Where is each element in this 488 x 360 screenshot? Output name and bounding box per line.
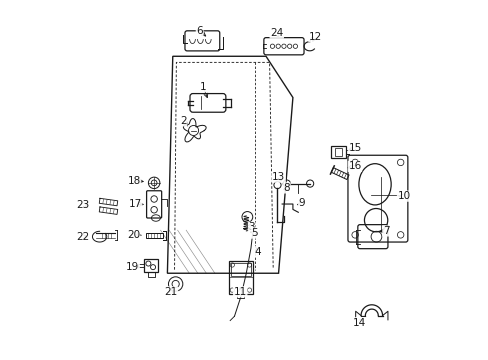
Text: 6: 6 bbox=[196, 26, 203, 36]
Text: 21: 21 bbox=[164, 287, 177, 297]
Bar bbox=[230, 263, 250, 276]
Text: 16: 16 bbox=[347, 161, 361, 171]
Text: 4: 4 bbox=[254, 247, 261, 257]
Text: 1: 1 bbox=[200, 82, 206, 92]
Text: 13: 13 bbox=[271, 172, 285, 182]
Text: 8: 8 bbox=[283, 183, 289, 193]
Text: 19: 19 bbox=[126, 262, 139, 272]
Text: 7: 7 bbox=[382, 226, 388, 236]
Text: 22: 22 bbox=[76, 232, 89, 242]
Text: 23: 23 bbox=[76, 200, 89, 210]
Text: 3: 3 bbox=[248, 222, 254, 232]
Text: 14: 14 bbox=[352, 318, 365, 328]
Text: 17: 17 bbox=[128, 199, 142, 210]
Text: 15: 15 bbox=[347, 143, 361, 153]
Bar bbox=[145, 233, 163, 238]
Bar bbox=[334, 148, 341, 156]
Text: 11: 11 bbox=[233, 287, 246, 297]
Text: 18: 18 bbox=[127, 176, 141, 186]
Text: 5: 5 bbox=[250, 228, 257, 238]
Text: 10: 10 bbox=[397, 191, 410, 201]
Text: 2: 2 bbox=[180, 116, 186, 126]
Bar bbox=[330, 145, 345, 158]
Text: 12: 12 bbox=[308, 32, 322, 41]
Text: 9: 9 bbox=[298, 198, 305, 208]
Bar bbox=[144, 259, 158, 272]
Text: 20: 20 bbox=[126, 230, 140, 239]
Bar bbox=[228, 261, 253, 294]
Text: 24: 24 bbox=[269, 28, 283, 38]
